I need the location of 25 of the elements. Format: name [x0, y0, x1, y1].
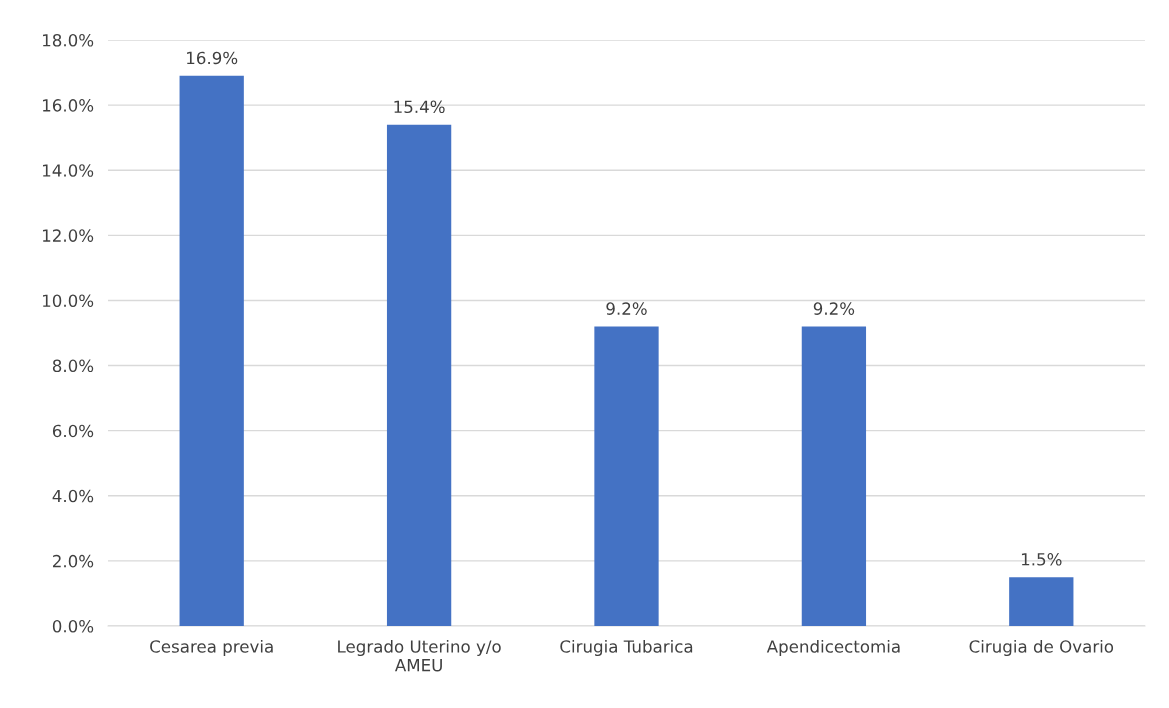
y-tick-label: 8.0%	[52, 359, 94, 373]
y-tick-label: 2.0%	[52, 554, 94, 568]
data-label: 9.2%	[813, 302, 855, 315]
y-tick-label: 14.0%	[43, 164, 94, 177]
y-tick-label: 10.0%	[43, 294, 94, 308]
bar	[1009, 577, 1074, 626]
bar	[179, 75, 244, 626]
bar	[801, 326, 867, 626]
y-tick-label: 12.0%	[43, 229, 94, 242]
y-tick-label: 4.0%	[52, 489, 94, 503]
data-label: 1.5%	[1021, 553, 1062, 566]
y-tick-label: 6.0%	[52, 424, 94, 438]
x-tick-label: Legrado Uterino y/o AMEU	[338, 639, 501, 672]
y-tick-label: 18.0%	[43, 33, 94, 47]
x-tick-label: Cesarea previa	[150, 639, 273, 657]
data-label: 16.9%	[187, 51, 238, 65]
x-tick-label: Cirugia de Ovario	[969, 639, 1114, 657]
data-label: 9.2%	[606, 302, 647, 315]
bar	[594, 326, 659, 626]
data-label: 15.4%	[394, 100, 445, 114]
x-tick-label: Apendicectomia	[766, 639, 900, 657]
y-tick-label: 16.0%	[43, 99, 94, 112]
bar	[386, 124, 452, 626]
y-tick-label: 0.0%	[52, 619, 94, 633]
x-tick-label: Cirugia Tubarica	[560, 639, 693, 657]
